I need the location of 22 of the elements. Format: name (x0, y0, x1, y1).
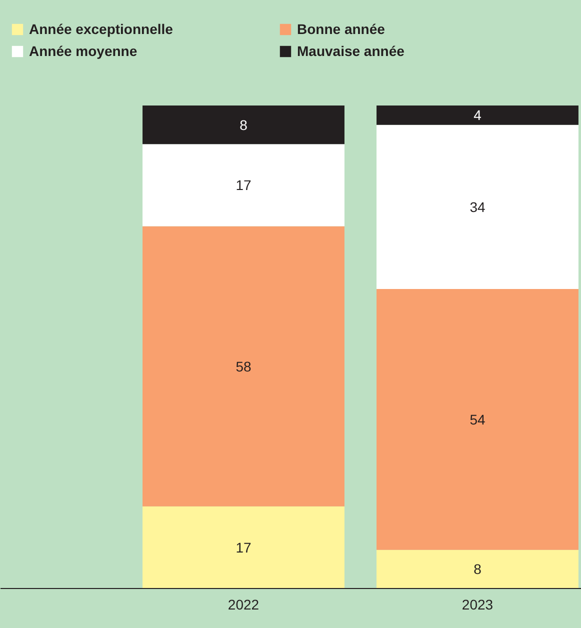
data-label: 8 (474, 561, 482, 578)
bar (376, 106, 578, 125)
data-label: 8 (240, 116, 248, 133)
data-label: 4 (474, 107, 482, 124)
bar (142, 106, 344, 144)
bar (376, 550, 578, 588)
legend-label: Mauvaise année (297, 42, 406, 60)
bar (376, 124, 578, 290)
data-label: 58 (236, 358, 252, 374)
legend-label: Année exceptionnelle (29, 20, 174, 38)
data-label: 17 (236, 539, 252, 556)
bar (376, 289, 578, 550)
data-label: 17 (236, 177, 252, 194)
legend-label: Année moyenne (29, 42, 138, 60)
bar (142, 144, 344, 226)
x-tick-label: 2023 (462, 596, 494, 612)
bar (142, 506, 344, 588)
data-label: 34 (470, 198, 486, 215)
legend-label: Bonne année (297, 20, 386, 38)
x-tick-label: 2022 (228, 596, 260, 612)
data-label: 54 (470, 411, 486, 428)
bar (142, 226, 344, 506)
